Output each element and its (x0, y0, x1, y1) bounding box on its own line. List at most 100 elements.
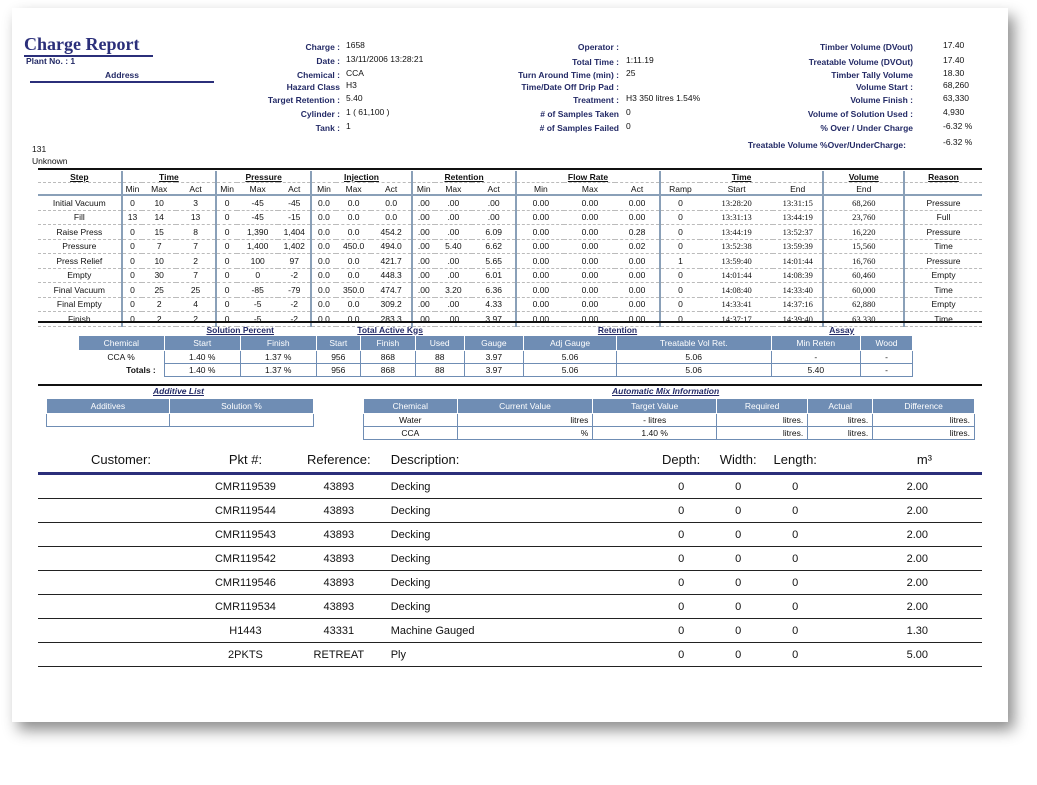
group-label: Flow Rate (567, 171, 609, 182)
table-cell: 88 (414, 362, 465, 377)
table-cell: 25 (175, 282, 218, 298)
table-cell: - (860, 349, 913, 364)
plant-label: Plant No. : 1 (26, 56, 75, 66)
table-row: CMR119546 43893 Decking 0 0 0 2.00 (38, 570, 982, 595)
table-cell: 0.00 (564, 239, 616, 254)
table-cell: 5.06 (523, 349, 617, 364)
additive-header: Additives Solution % (46, 398, 315, 414)
table-cell: Pressure (904, 224, 982, 240)
table-cell: 0.0 (311, 224, 336, 240)
table-cell: 2.00 (826, 570, 982, 595)
table-cell: 13:44:19 (772, 210, 825, 225)
column-header: Min (411, 182, 435, 196)
table-cell: 0.00 (564, 297, 616, 312)
table-cell: 0.00 (516, 239, 565, 254)
table-cell: 0 (216, 239, 237, 254)
column-group-header: Injection (311, 171, 413, 183)
mix-table: Chemical Current Value Target Value Require… (363, 398, 975, 440)
table-cell: 474.7 (371, 282, 413, 298)
table-cell: 0 (764, 498, 827, 523)
table-cell: 68,260 (823, 195, 906, 211)
table-cell: 13:59:40 (700, 253, 773, 269)
table-cell: 0 (216, 268, 237, 283)
divider (38, 168, 982, 170)
table-cell: 14 (142, 210, 176, 225)
table-cell: Water (363, 412, 458, 427)
column-header: Target Value (592, 398, 717, 414)
field-label: # of Samples Taken (540, 109, 619, 119)
table-cell: Time (904, 282, 982, 298)
column-header: Treatable Vol Ret. (615, 335, 772, 351)
table-cell: Press Relief (38, 253, 123, 269)
column-header: Additives (46, 398, 170, 414)
table-cell: .00 (434, 195, 473, 211)
group-label: Injection (344, 171, 379, 182)
table-cell: Full (904, 210, 982, 225)
customer-header: Customer: Pkt #: Reference: Description: Dep… (38, 446, 982, 475)
table-cell: -45 (236, 210, 279, 225)
table-cell: 2.00 (826, 522, 982, 547)
table-cell: Decking (390, 473, 651, 499)
field-label: Operator : (577, 42, 619, 52)
field-value: 17.40 (943, 55, 965, 65)
table-cell: 0.0 (311, 268, 336, 283)
column-group-header: Assay (771, 324, 912, 336)
field-label: Volume Start : (856, 82, 913, 92)
table-cell: 100 (236, 253, 279, 269)
table-cell: 0 (712, 642, 765, 667)
report-title: Charge Report (24, 34, 154, 57)
table-cell: 0.0 (311, 239, 336, 254)
column-header: End (823, 182, 906, 196)
column-group-header (79, 324, 165, 336)
field-value: 0 (626, 107, 631, 117)
table-row: Initial Vacuum 0 10 3 0 -45 -45 0.0 0.0 0.0.00.00… (38, 195, 982, 211)
column-header (38, 182, 123, 196)
table-cell: 0 (659, 239, 701, 254)
column-group-header: Time (121, 171, 218, 183)
column-header: m³ (826, 446, 982, 475)
column-header: Chemical (78, 335, 165, 351)
table-cell: litres. (872, 425, 975, 440)
column-header: Min (216, 182, 237, 196)
table-row: Pressure 0 7 7 0 1,400 1,402 0.0 450.0 494.0.00 5.… (38, 239, 982, 254)
group-label: Step (70, 171, 89, 182)
address-label: Address (30, 70, 214, 83)
table-cell: litres. (807, 425, 874, 440)
table-cell[interactable] (46, 412, 170, 427)
table-cell: 14:33:41 (700, 297, 773, 312)
table-cell: RETREAT (286, 642, 391, 667)
table-cell: 0 (712, 522, 765, 547)
group-label: Time (731, 171, 752, 182)
table-cell: 97 (278, 253, 313, 269)
table-cell: 60,000 (823, 282, 906, 298)
column-header: Length: (764, 446, 827, 475)
table-cell (38, 618, 204, 643)
table-cell: - (860, 362, 913, 377)
table-cell: 0.00 (516, 210, 565, 225)
table-cell: 0 (216, 297, 237, 312)
table-cell: 62,880 (823, 297, 906, 312)
field-label: Date : (316, 56, 340, 66)
table-cell: litres. (872, 412, 975, 427)
table-cell: 0 (712, 594, 765, 619)
table-cell: CMR119542 (203, 546, 287, 571)
table-cell: Empty (38, 268, 123, 283)
table-cell: 0 (712, 618, 765, 643)
field-value: 18.30 (943, 68, 965, 78)
table-cell: 1.40 % (163, 362, 241, 377)
field-value: 1658 (346, 40, 365, 50)
table-cell: 3.97 (463, 362, 525, 377)
table-cell: 0 (650, 642, 713, 667)
table-cell: 0.00 (615, 253, 661, 269)
field-label: Target Retention : (267, 95, 340, 105)
table-cell[interactable] (168, 412, 315, 427)
table-cell: 60,460 (823, 268, 906, 283)
field-value: 68,260 (943, 80, 969, 90)
column-header: Max (564, 182, 616, 196)
field-value: 13/11/2006 13:28:21 (346, 54, 424, 64)
column-group-header: Solution Percent (164, 324, 316, 336)
column-header: Min Reten (770, 335, 862, 351)
group-label: Time (159, 171, 179, 182)
table-cell: .00 (472, 195, 518, 211)
table-cell: 0.00 (564, 224, 616, 240)
